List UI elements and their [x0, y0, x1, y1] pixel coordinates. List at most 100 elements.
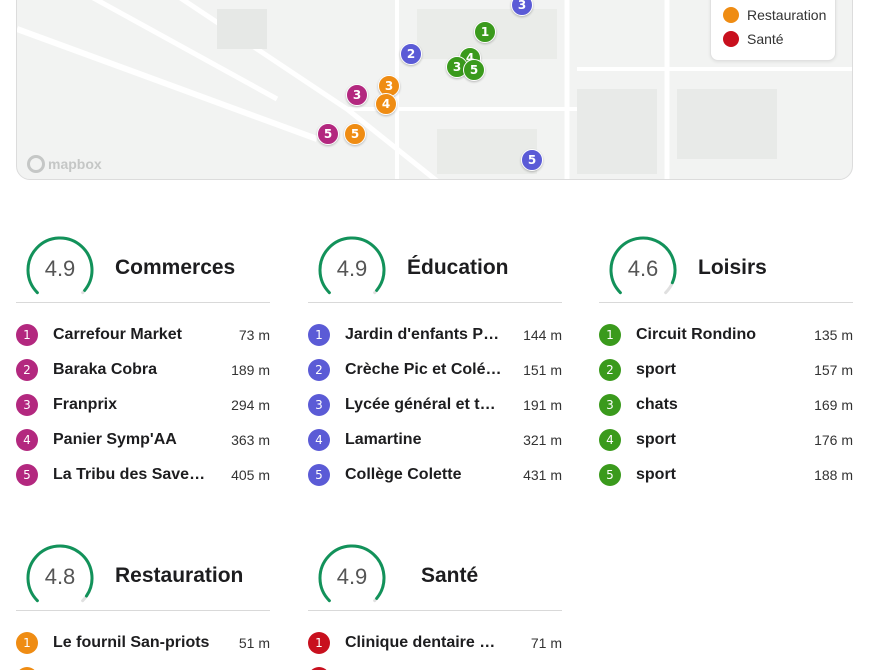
- gauge-fill: [26, 544, 94, 603]
- map-marker[interactable]: 5: [317, 123, 339, 145]
- item-distance: 151 m: [523, 362, 562, 378]
- item-name: Lamartine: [345, 431, 422, 448]
- legend-label: Santé: [747, 31, 784, 47]
- list-item[interactable]: 3 Lycée général et tec... 191 m: [308, 393, 562, 417]
- item-name: Le fournil San-priots: [53, 634, 210, 651]
- item-name: sport: [636, 431, 676, 448]
- gauge-fill: [318, 544, 386, 603]
- item-number-badge: 1: [308, 632, 330, 654]
- list-item[interactable]: 4 sport 176 m: [599, 428, 853, 452]
- item-number-badge: 3: [16, 394, 38, 416]
- list-item[interactable]: 4 Panier Symp'AA 363 m: [16, 428, 270, 452]
- list-item[interactable]: 2 Crèche Pic et Colégr... 151 m: [308, 358, 562, 382]
- list-item[interactable]: 1 Carrefour Market 73 m: [16, 323, 270, 347]
- score-gauge: 4.6: [608, 235, 678, 305]
- list-item[interactable]: 2: [308, 666, 562, 670]
- item-number-badge: 2: [308, 359, 330, 381]
- score-gauge-arc: [318, 236, 386, 295]
- item-distance: 191 m: [523, 397, 562, 413]
- item-distance: 189 m: [231, 362, 270, 378]
- category-sante: 4.9 Santé 1 Clinique dentaire Les ... 71 m…: [308, 531, 562, 670]
- category-header: 4.6 Loisirs: [599, 223, 853, 303]
- item-name: Collège Colette: [345, 466, 462, 483]
- item-name: Circuit Rondino: [636, 326, 756, 343]
- score-value: 4.9: [44, 256, 76, 281]
- item-number-badge: 1: [16, 632, 38, 654]
- item-number-badge: 3: [308, 394, 330, 416]
- item-number-badge: 1: [16, 324, 38, 346]
- score-gauge-arc: [26, 236, 94, 295]
- item-distance: 321 m: [523, 432, 562, 448]
- category-header: 4.9 Commerces: [16, 223, 270, 303]
- map-marker[interactable]: 2: [400, 43, 422, 65]
- item-distance: 363 m: [231, 432, 270, 448]
- item-number-badge: 2: [16, 667, 38, 670]
- category-commerces: 4.9 Commerces 1 Carrefour Market 73 m 2 Bar…: [16, 223, 270, 486]
- item-distance: 135 m: [814, 327, 853, 343]
- list-item[interactable]: 2 Baraka Cobra 189 m: [16, 358, 270, 382]
- mapbox-icon: [27, 155, 45, 173]
- legend-label: Restauration: [747, 7, 827, 23]
- item-distance: 294 m: [231, 397, 270, 413]
- item-number-badge: 5: [599, 464, 621, 486]
- gauge-fill: [609, 236, 677, 295]
- list-item[interactable]: 3 chats 169 m: [599, 393, 853, 417]
- score-value: 4.9: [336, 256, 368, 281]
- category-restauration: 4.8 Restauration 1 Le fournil San-priots 5…: [16, 531, 270, 670]
- list-item[interactable]: 1 Jardin d'enfants Po... 144 m: [308, 323, 562, 347]
- map-marker[interactable]: 1: [474, 21, 496, 43]
- mapbox-logo[interactable]: mapbox: [27, 155, 102, 173]
- category-title: Santé: [421, 564, 479, 587]
- list-item[interactable]: 1 Le fournil San-priots 51 m: [16, 631, 270, 655]
- item-number-badge: 4: [16, 429, 38, 451]
- item-distance: 405 m: [231, 467, 270, 483]
- map-marker[interactable]: 4: [375, 93, 397, 115]
- item-distance: 157 m: [814, 362, 853, 378]
- score-value: 4.6: [627, 256, 659, 281]
- gauge-fill: [26, 236, 94, 295]
- map-marker[interactable]: 5: [344, 123, 366, 145]
- score-gauge: 4.9: [25, 235, 95, 305]
- list-item[interactable]: 5 La Tribu des Saveurs 405 m: [16, 463, 270, 487]
- item-name: Franprix: [53, 396, 118, 413]
- map-marker[interactable]: 5: [463, 59, 485, 81]
- category-education: 4.9 Éducation 1 Jardin d'enfants Po... 144…: [308, 223, 562, 486]
- item-name: Jardin d'enfants Po...: [345, 326, 503, 343]
- item-name: sport: [636, 361, 676, 378]
- list-item[interactable]: 2: [16, 666, 270, 670]
- map-legend: Restauration Santé: [710, 0, 836, 61]
- item-name: Carrefour Market: [53, 326, 182, 343]
- item-distance: 73 m: [238, 327, 270, 343]
- item-number-badge: 3: [599, 394, 621, 416]
- item-number-badge: 4: [308, 429, 330, 451]
- item-distance: 188 m: [814, 467, 853, 483]
- list-item[interactable]: 1 Circuit Rondino 135 m: [599, 323, 853, 347]
- score-gauge: 4.9: [317, 543, 387, 613]
- legend-item-restauration: Restauration: [723, 7, 826, 23]
- map-marker[interactable]: 3: [378, 75, 400, 97]
- list-item[interactable]: 2 sport 157 m: [599, 358, 853, 382]
- map-marker[interactable]: 3: [346, 84, 368, 106]
- category-header: 4.8 Restauration: [16, 531, 270, 611]
- score-gauge-arc: [609, 236, 677, 295]
- legend-dot: [723, 7, 739, 23]
- list-item[interactable]: 5 Collège Colette 431 m: [308, 463, 562, 487]
- score-gauge-arc: [318, 544, 386, 603]
- list-item[interactable]: 3 Franprix 294 m: [16, 393, 270, 417]
- category-title: Commerces: [115, 256, 236, 279]
- item-name: chats: [636, 396, 678, 413]
- score-value: 4.8: [44, 564, 76, 589]
- category-title: Loisirs: [698, 256, 767, 279]
- map-marker[interactable]: 5: [521, 149, 543, 171]
- map-marker[interactable]: 3: [511, 0, 533, 16]
- item-name: Baraka Cobra: [53, 361, 158, 378]
- score-gauge: 4.8: [25, 543, 95, 613]
- item-name: sport: [636, 466, 676, 483]
- score-gauge-arc: [26, 544, 94, 603]
- mapbox-attribution: mapbox: [48, 156, 102, 172]
- list-item[interactable]: 5 sport 188 m: [599, 463, 853, 487]
- list-item[interactable]: 4 Lamartine 321 m: [308, 428, 562, 452]
- item-number-badge: 2: [16, 359, 38, 381]
- item-distance: 71 m: [530, 635, 562, 651]
- list-item[interactable]: 1 Clinique dentaire Les ... 71 m: [308, 631, 562, 655]
